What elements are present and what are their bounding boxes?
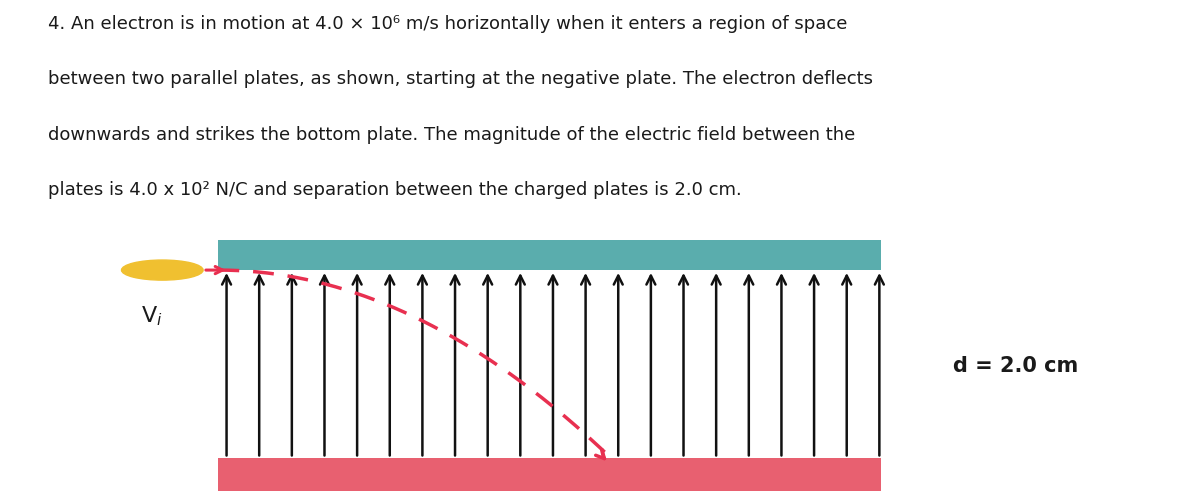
Text: downwards and strikes the bottom plate. The magnitude of the electric field betw: downwards and strikes the bottom plate. … — [48, 125, 856, 143]
Circle shape — [121, 261, 203, 281]
Bar — [218, 240, 881, 271]
Text: V$_i$: V$_i$ — [142, 304, 163, 328]
Text: plates is 4.0 x 10² N/C and separation between the charged plates is 2.0 cm.: plates is 4.0 x 10² N/C and separation b… — [48, 180, 742, 198]
Text: between two parallel plates, as shown, starting at the negative plate. The elect: between two parallel plates, as shown, s… — [48, 70, 874, 88]
Text: 4. An electron is in motion at 4.0 × 10⁶ m/s horizontally when it enters a regio: 4. An electron is in motion at 4.0 × 10⁶… — [48, 15, 847, 33]
Bar — [218, 458, 881, 491]
Text: d = 2.0 cm: d = 2.0 cm — [953, 356, 1078, 376]
